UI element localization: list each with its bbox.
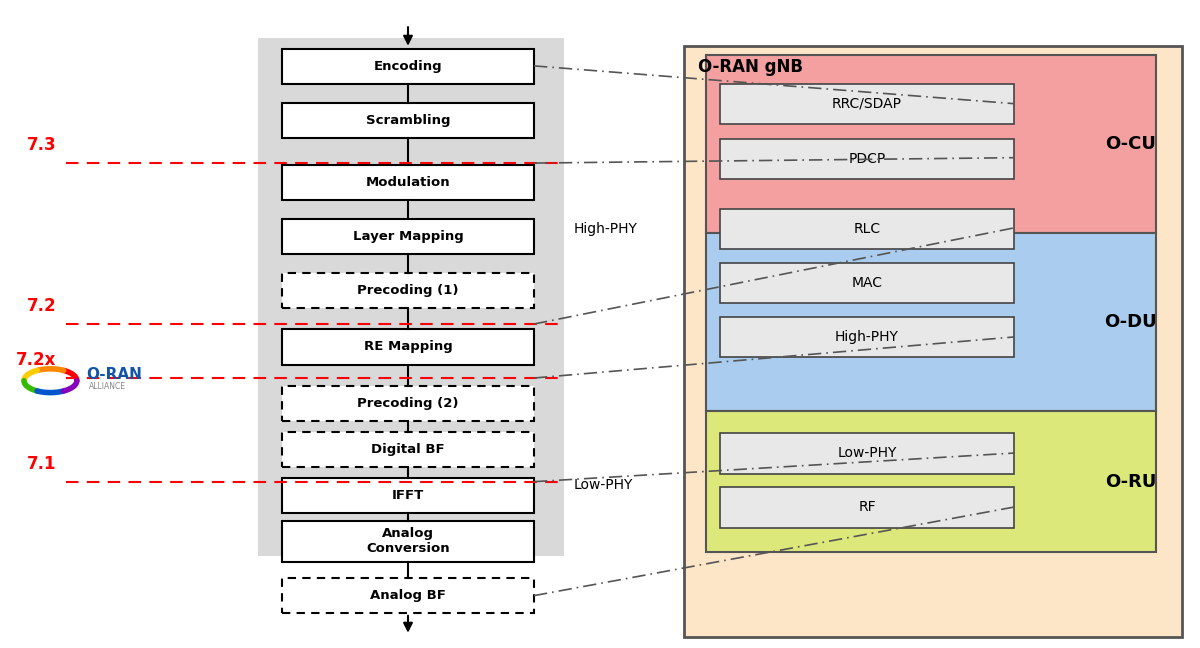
FancyBboxPatch shape — [282, 273, 534, 308]
Text: RF: RF — [858, 500, 876, 515]
Text: IFFT: IFFT — [392, 489, 424, 502]
Text: 7.2: 7.2 — [26, 297, 56, 316]
FancyBboxPatch shape — [720, 263, 1014, 303]
Text: Analog
Conversion: Analog Conversion — [366, 527, 450, 555]
FancyBboxPatch shape — [706, 55, 1156, 233]
Text: RLC: RLC — [853, 222, 881, 237]
Bar — [258, 38, 564, 556]
Text: Low-PHY: Low-PHY — [838, 446, 896, 460]
Text: Digital BF: Digital BF — [371, 443, 445, 456]
FancyBboxPatch shape — [282, 102, 534, 138]
Text: O-RAN: O-RAN — [86, 367, 143, 382]
Text: Precoding (1): Precoding (1) — [358, 284, 458, 297]
FancyBboxPatch shape — [720, 487, 1014, 527]
FancyBboxPatch shape — [282, 165, 534, 200]
FancyBboxPatch shape — [720, 84, 1014, 124]
Text: High-PHY: High-PHY — [835, 330, 899, 344]
FancyBboxPatch shape — [282, 521, 534, 562]
FancyBboxPatch shape — [720, 317, 1014, 358]
Text: O-RAN gNB: O-RAN gNB — [698, 58, 804, 76]
Text: 7.3: 7.3 — [26, 137, 56, 154]
FancyBboxPatch shape — [282, 432, 534, 467]
Text: O-CU: O-CU — [1105, 135, 1156, 153]
FancyBboxPatch shape — [720, 139, 1014, 179]
Text: Low-PHY: Low-PHY — [574, 478, 632, 492]
FancyBboxPatch shape — [706, 233, 1156, 411]
FancyBboxPatch shape — [720, 209, 1014, 249]
FancyBboxPatch shape — [684, 46, 1182, 637]
Text: Precoding (2): Precoding (2) — [358, 397, 458, 410]
Text: Scrambling: Scrambling — [366, 113, 450, 126]
FancyBboxPatch shape — [706, 411, 1156, 552]
FancyBboxPatch shape — [720, 433, 1014, 474]
Text: Layer Mapping: Layer Mapping — [353, 230, 463, 243]
Text: 7.1: 7.1 — [26, 455, 56, 473]
Text: Analog BF: Analog BF — [370, 589, 446, 602]
Text: 7.2x: 7.2x — [16, 351, 56, 369]
Text: MAC: MAC — [852, 276, 882, 290]
Text: O-DU: O-DU — [1104, 314, 1157, 331]
FancyBboxPatch shape — [282, 329, 534, 364]
FancyBboxPatch shape — [282, 386, 534, 421]
Text: High-PHY: High-PHY — [574, 222, 637, 237]
FancyBboxPatch shape — [282, 219, 534, 254]
FancyBboxPatch shape — [282, 49, 534, 84]
FancyBboxPatch shape — [282, 578, 534, 613]
Text: Modulation: Modulation — [366, 176, 450, 189]
Text: Encoding: Encoding — [373, 60, 443, 73]
Text: O-RU: O-RU — [1105, 472, 1156, 491]
Text: RRC/SDAP: RRC/SDAP — [832, 97, 902, 111]
Text: PDCP: PDCP — [848, 152, 886, 166]
Text: RE Mapping: RE Mapping — [364, 340, 452, 353]
FancyBboxPatch shape — [282, 478, 534, 513]
Text: ALLIANCE: ALLIANCE — [89, 382, 126, 391]
